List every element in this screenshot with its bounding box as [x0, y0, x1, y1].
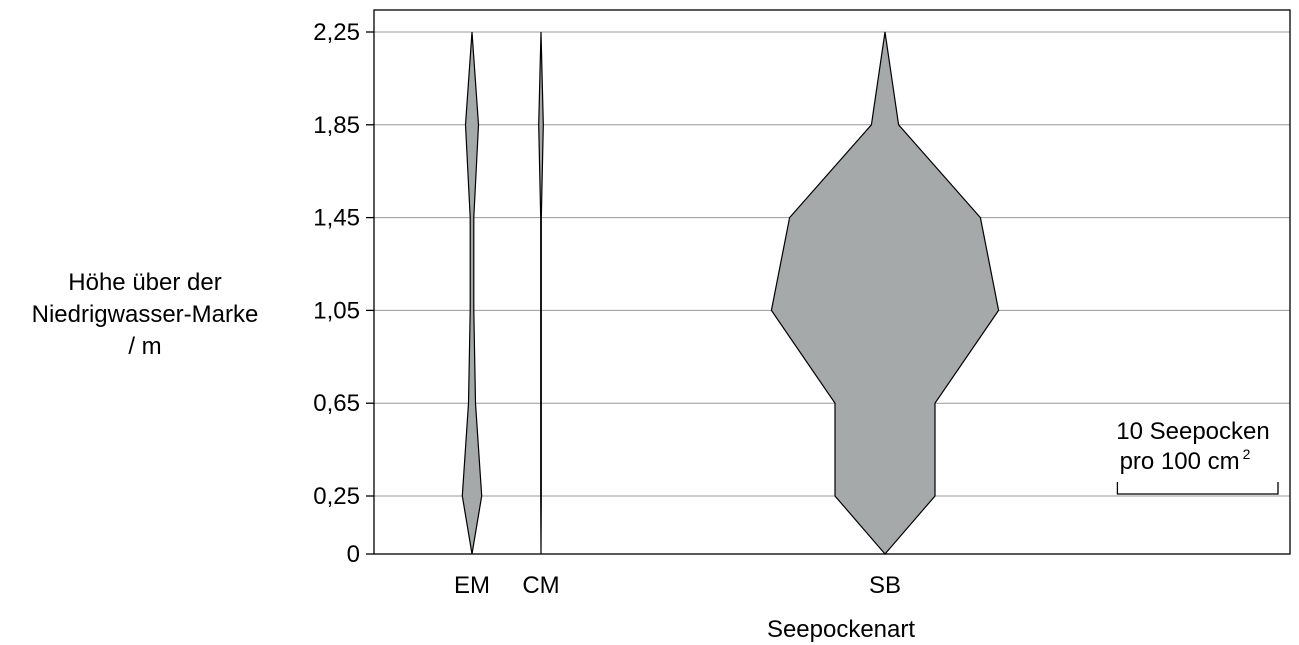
y-tick-label: 1,45 [313, 205, 360, 232]
scale-bar-line [1116, 482, 1279, 495]
kite-series [461, 31, 1000, 555]
scale-label-line-1: 10 Seepocken [1116, 418, 1269, 445]
scale-label-superscript: 2 [1243, 446, 1251, 462]
scale-bar: 10 Seepocken pro 100 cm 2 [1116, 418, 1279, 495]
y-axis-label-line-3: / m [128, 333, 161, 360]
x-tick-label-cm: CM [522, 572, 559, 599]
scale-label-line-2-text: pro 100 cm [1120, 448, 1240, 475]
x-tick-labels: EM CM SB [454, 572, 901, 599]
x-axis-label: Seepockenart [767, 616, 915, 643]
x-tick-label-sb: SB [869, 572, 901, 599]
kite-em [461, 31, 483, 555]
y-tick-label: 0 [347, 541, 360, 568]
y-tick-label: 0,65 [313, 390, 360, 417]
y-axis-label-line-1: Höhe über der [68, 269, 221, 296]
y-tick-label: 1,05 [313, 297, 360, 324]
y-axis-label-line-2: Niedrigwasser-Marke [32, 301, 259, 328]
y-tick-label: 0,25 [313, 483, 360, 510]
x-tick-label-em: EM [454, 572, 490, 599]
scale-label-line-2: pro 100 cm 2 [1120, 446, 1251, 475]
y-tick-label: 1,85 [313, 112, 360, 139]
y-tick-label: 2,25 [313, 19, 360, 46]
kite-cm [538, 31, 544, 555]
plot-frame [373, 9, 1291, 555]
y-tick-labels: 0 0,25 0,65 1,05 1,45 1,85 2,25 [313, 19, 374, 568]
kite-sb [770, 31, 1000, 555]
